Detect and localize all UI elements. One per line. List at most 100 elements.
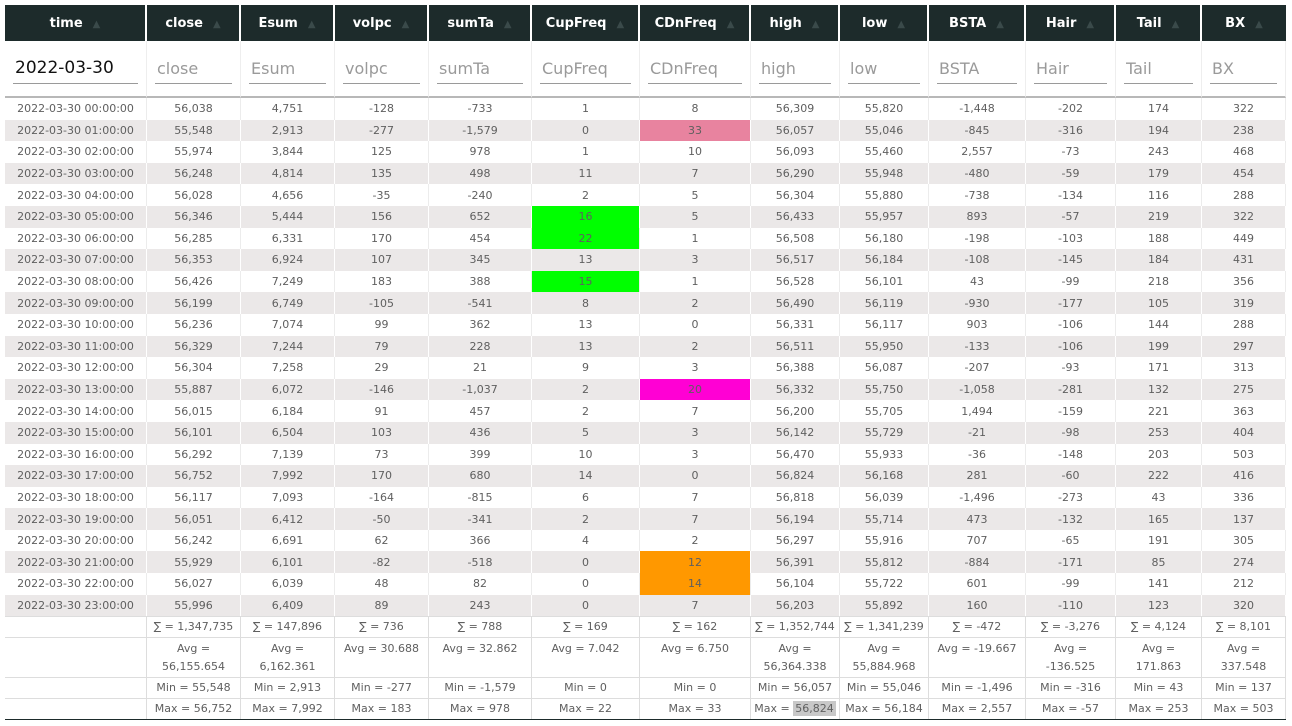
cell-esum[interactable]: 6,691 xyxy=(241,529,335,552)
cell-cdnfreq[interactable]: 2 xyxy=(640,335,751,358)
table-row[interactable]: 2022-03-30 09:00:00 56,199 6,749 -105 -541 8 2… xyxy=(5,292,1286,314)
cell-cdnfreq[interactable]: 7 xyxy=(640,162,751,185)
cell-sumta[interactable]: 457 xyxy=(429,400,532,422)
cell-bx[interactable]: 363 xyxy=(1202,400,1286,422)
cell-sumta[interactable]: 82 xyxy=(429,573,532,595)
cell-hair[interactable]: -132 xyxy=(1026,508,1116,530)
cell-bx[interactable]: 322 xyxy=(1202,205,1286,228)
cell-esum[interactable]: 7,074 xyxy=(241,313,335,336)
cell-volpc[interactable]: 107 xyxy=(335,249,429,271)
cell-low[interactable]: 55,046 xyxy=(840,119,929,142)
cell-hair[interactable]: -99 xyxy=(1026,573,1116,595)
cell-cupfreq[interactable]: 13 xyxy=(532,335,640,358)
cell-volpc[interactable]: 48 xyxy=(335,573,429,595)
cell-hair[interactable]: -59 xyxy=(1026,162,1116,185)
cell-hair[interactable]: -316 xyxy=(1026,119,1116,142)
table-row[interactable]: 2022-03-30 21:00:00 55,929 6,101 -82 -518 0 12… xyxy=(5,551,1286,574)
cell-hair[interactable]: -202 xyxy=(1026,98,1116,120)
cell-tail[interactable]: 141 xyxy=(1116,573,1202,595)
cell-hair[interactable]: -106 xyxy=(1026,313,1116,336)
filter-input-esum[interactable] xyxy=(249,53,326,84)
cell-tail[interactable]: 184 xyxy=(1116,249,1202,271)
cell-tail[interactable]: 43 xyxy=(1116,486,1202,509)
cell-tail[interactable]: 222 xyxy=(1116,465,1202,487)
cell-hair[interactable]: -60 xyxy=(1026,465,1116,487)
cell-bx[interactable]: 137 xyxy=(1202,508,1286,530)
cell-esum[interactable]: 4,751 xyxy=(241,98,335,120)
cell-time[interactable]: 2022-03-30 00:00:00 xyxy=(5,98,147,120)
cell-cdnfreq[interactable]: 7 xyxy=(640,508,751,530)
sort-up-triangle-icon[interactable]: ▲ xyxy=(726,18,735,30)
cell-esum[interactable]: 6,072 xyxy=(241,378,335,401)
cell-close[interactable]: 56,027 xyxy=(147,573,241,595)
cell-esum[interactable]: 6,409 xyxy=(241,594,335,617)
cell-low[interactable]: 56,039 xyxy=(840,486,929,509)
cell-cupfreq[interactable]: 13 xyxy=(532,313,640,336)
column-header-close[interactable]: close ▲ xyxy=(147,5,241,41)
cell-time[interactable]: 2022-03-30 10:00:00 xyxy=(5,313,147,336)
cell-bx[interactable]: 449 xyxy=(1202,227,1286,250)
cell-tail[interactable]: 171 xyxy=(1116,357,1202,379)
cell-tail[interactable]: 179 xyxy=(1116,162,1202,185)
cell-cdnfreq[interactable]: 33 xyxy=(640,119,751,142)
table-row[interactable]: 2022-03-30 16:00:00 56,292 7,139 73 399 10 3 56… xyxy=(5,443,1286,466)
cell-cupfreq[interactable]: 0 xyxy=(532,573,640,595)
cell-low[interactable]: 56,087 xyxy=(840,357,929,379)
cell-bx[interactable]: 305 xyxy=(1202,529,1286,552)
cell-cdnfreq[interactable]: 3 xyxy=(640,421,751,444)
cell-cdnfreq[interactable]: 8 xyxy=(640,98,751,120)
cell-cupfreq[interactable]: 0 xyxy=(532,119,640,142)
table-row[interactable]: 2022-03-30 12:00:00 56,304 7,258 29 21 9 3 56,3… xyxy=(5,357,1286,379)
cell-high[interactable]: 56,490 xyxy=(751,292,840,314)
table-row[interactable]: 2022-03-30 10:00:00 56,236 7,074 99 362 13 0 56… xyxy=(5,313,1286,336)
cell-cdnfreq[interactable]: 12 xyxy=(640,551,751,574)
cell-high[interactable]: 56,508 xyxy=(751,227,840,250)
cell-time[interactable]: 2022-03-30 02:00:00 xyxy=(5,141,147,163)
cell-cdnfreq[interactable]: 2 xyxy=(640,529,751,552)
cell-hair[interactable]: -145 xyxy=(1026,249,1116,271)
cell-sumta[interactable]: 388 xyxy=(429,270,532,293)
cell-close[interactable]: 55,929 xyxy=(147,551,241,574)
cell-tail[interactable]: 194 xyxy=(1116,119,1202,142)
cell-high[interactable]: 56,517 xyxy=(751,249,840,271)
cell-bx[interactable]: 238 xyxy=(1202,119,1286,142)
table-row[interactable]: 2022-03-30 04:00:00 56,028 4,656 -35 -240 2 5 5… xyxy=(5,184,1286,206)
cell-cupfreq[interactable]: 16 xyxy=(532,205,640,228)
cell-bsta[interactable]: -21 xyxy=(929,421,1026,444)
cell-bx[interactable]: 416 xyxy=(1202,465,1286,487)
cell-hair[interactable]: -134 xyxy=(1026,184,1116,206)
cell-sumta[interactable]: 680 xyxy=(429,465,532,487)
cell-sumta[interactable]: 652 xyxy=(429,205,532,228)
cell-cdnfreq[interactable]: 3 xyxy=(640,249,751,271)
cell-cdnfreq[interactable]: 5 xyxy=(640,205,751,228)
cell-bsta[interactable]: 707 xyxy=(929,529,1026,552)
cell-low[interactable]: 55,948 xyxy=(840,162,929,185)
cell-esum[interactable]: 6,101 xyxy=(241,551,335,574)
table-row[interactable]: 2022-03-30 19:00:00 56,051 6,412 -50 -341 2 7 5… xyxy=(5,508,1286,530)
cell-bsta[interactable]: 903 xyxy=(929,313,1026,336)
cell-time[interactable]: 2022-03-30 09:00:00 xyxy=(5,292,147,314)
cell-volpc[interactable]: 170 xyxy=(335,465,429,487)
cell-tail[interactable]: 219 xyxy=(1116,205,1202,228)
cell-cupfreq[interactable]: 5 xyxy=(532,421,640,444)
cell-tail[interactable]: 253 xyxy=(1116,421,1202,444)
cell-sumta[interactable]: 436 xyxy=(429,421,532,444)
cell-high[interactable]: 56,824 xyxy=(751,465,840,487)
cell-tail[interactable]: 218 xyxy=(1116,270,1202,293)
cell-volpc[interactable]: 135 xyxy=(335,162,429,185)
cell-sumta[interactable]: -1,579 xyxy=(429,119,532,142)
cell-low[interactable]: 56,180 xyxy=(840,227,929,250)
sort-up-triangle-icon[interactable]: ▲ xyxy=(616,18,625,30)
cell-time[interactable]: 2022-03-30 15:00:00 xyxy=(5,421,147,444)
cell-close[interactable]: 56,304 xyxy=(147,357,241,379)
cell-volpc[interactable]: -128 xyxy=(335,98,429,120)
cell-close[interactable]: 56,329 xyxy=(147,335,241,358)
sort-up-triangle-icon[interactable]: ▲ xyxy=(996,18,1004,30)
cell-time[interactable]: 2022-03-30 16:00:00 xyxy=(5,443,147,466)
cell-cdnfreq[interactable]: 10 xyxy=(640,141,751,163)
column-header-esum[interactable]: Esum ▲ xyxy=(241,5,335,41)
cell-hair[interactable]: -171 xyxy=(1026,551,1116,574)
cell-hair[interactable]: -110 xyxy=(1026,594,1116,617)
table-row[interactable]: 2022-03-30 01:00:00 55,548 2,913 -277 -1,579… xyxy=(5,119,1286,142)
cell-volpc[interactable]: 99 xyxy=(335,313,429,336)
